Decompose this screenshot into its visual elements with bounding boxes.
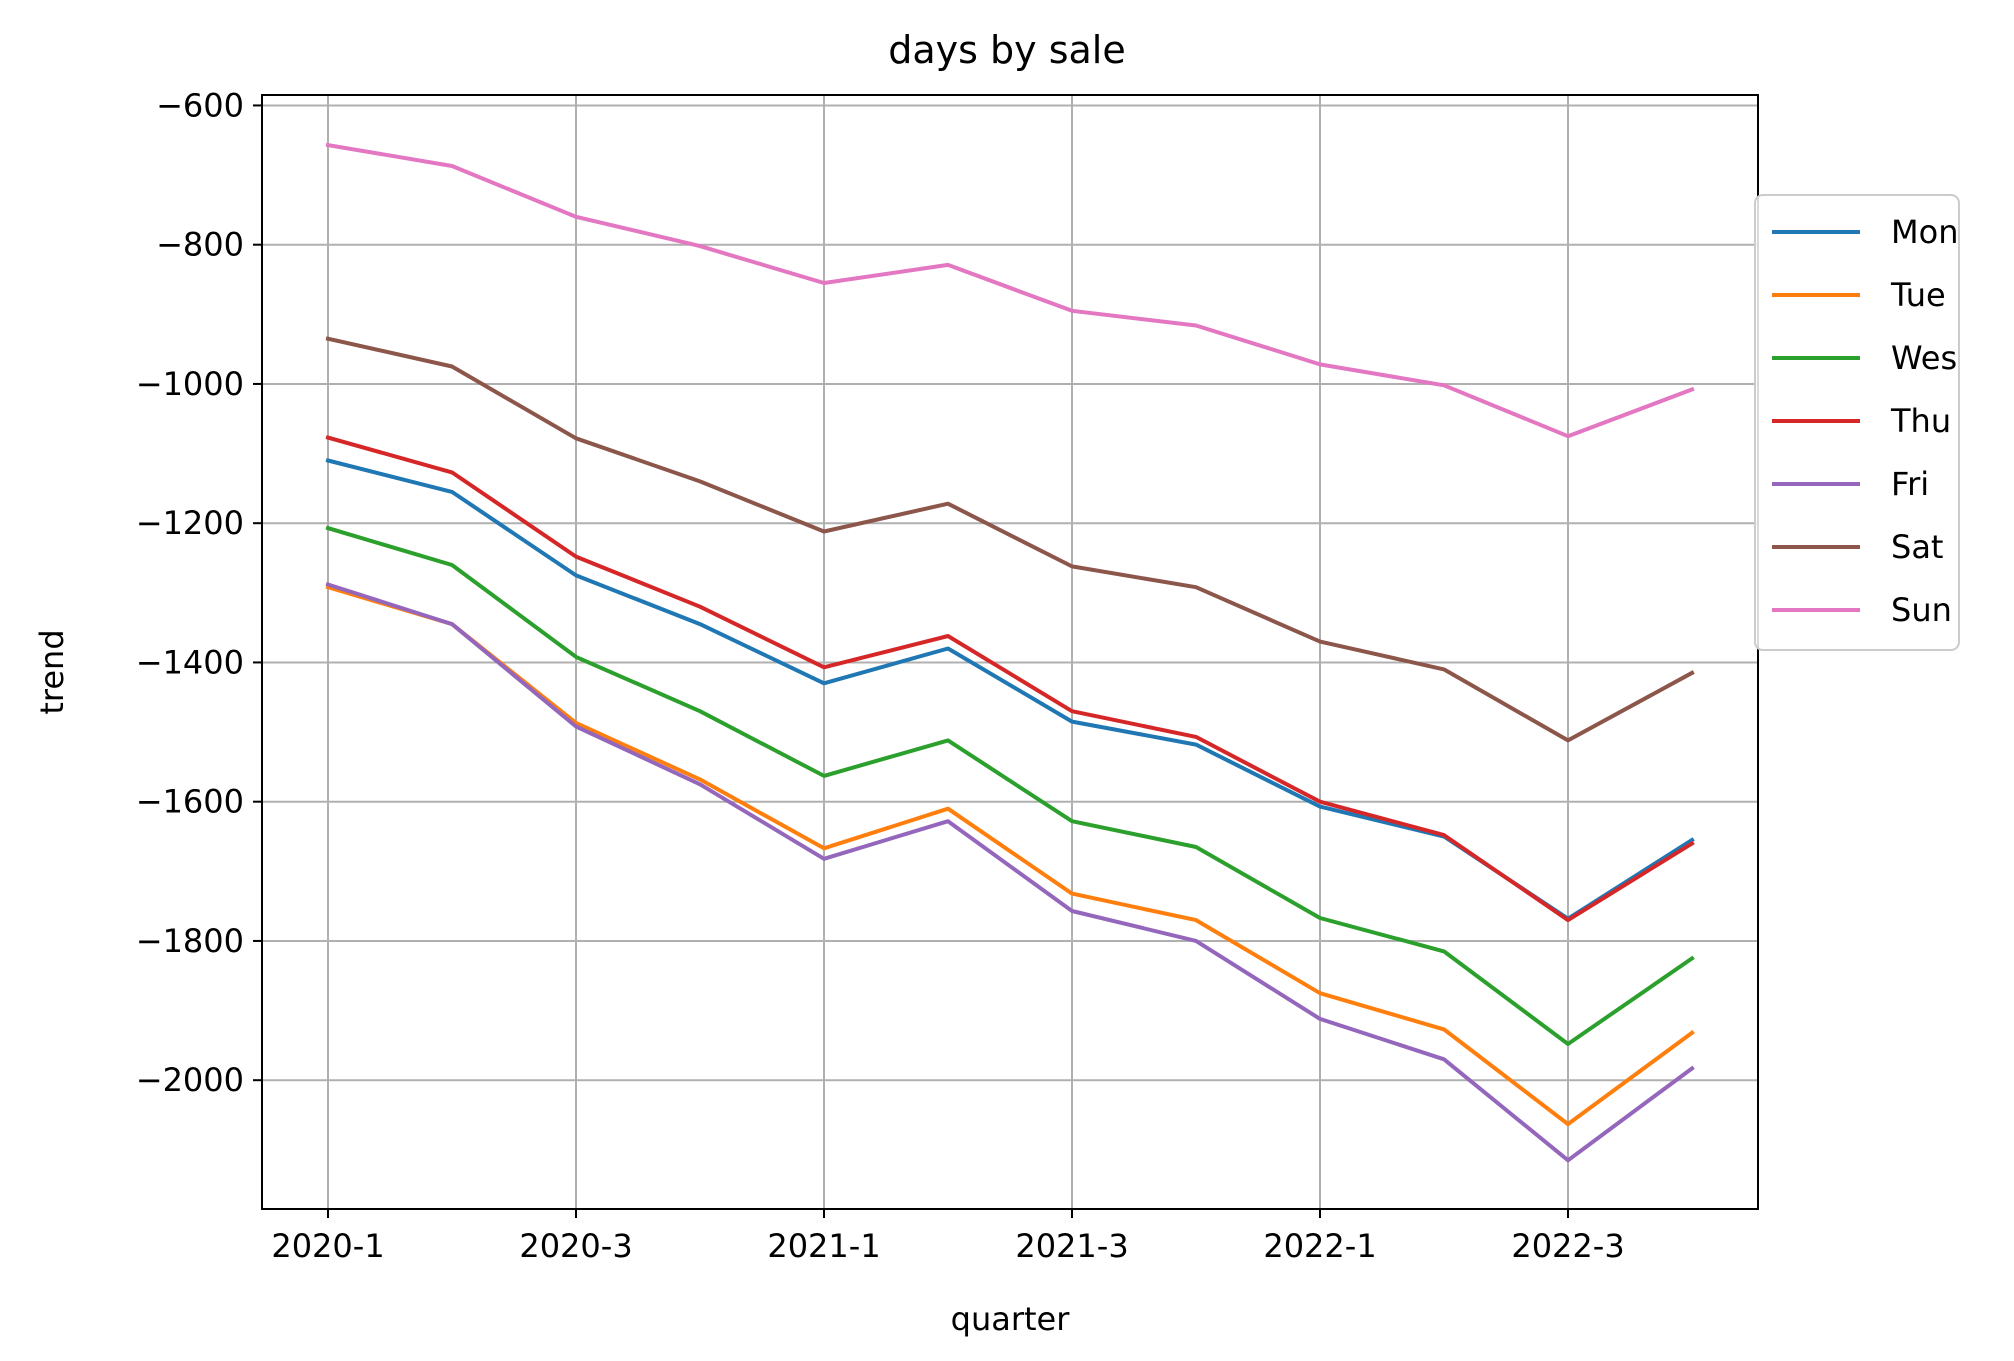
- legend-label-thu: Thu: [1890, 402, 1951, 440]
- y-axis-ticks: −600 −800 −1000 −1200 −1400 −1600 −1800 −2000: [136, 86, 262, 1099]
- legend-label-sun: Sun: [1891, 591, 1952, 629]
- y-tick-label: −600: [156, 86, 244, 124]
- y-tick-label: −1000: [136, 365, 244, 403]
- x-tick-label: 2022-1: [1263, 1227, 1376, 1265]
- y-tick-label: −1200: [136, 504, 244, 542]
- y-axis-label: trend: [33, 629, 71, 714]
- chart-title: days by sale: [888, 28, 1125, 72]
- legend-label-fri: Fri: [1891, 465, 1929, 503]
- x-tick-label: 2020-1: [271, 1227, 384, 1265]
- x-tick-label: 2021-3: [1015, 1227, 1128, 1265]
- y-tick-label: −1400: [136, 643, 244, 681]
- series-lines: [325, 142, 1695, 1163]
- x-tick-label: 2022-3: [1511, 1227, 1624, 1265]
- series-line-wes: [325, 525, 1695, 1046]
- legend: Mon Tue Wes Thu Fri Sat Sun: [1754, 194, 1960, 651]
- legend-label-tue: Tue: [1890, 276, 1946, 314]
- x-tick-label: 2021-1: [767, 1227, 880, 1265]
- x-tick-label: 2020-3: [519, 1227, 632, 1265]
- x-axis-label: quarter: [951, 1300, 1071, 1338]
- series-line-fri: [325, 581, 1695, 1163]
- y-tick-label: −800: [156, 226, 244, 264]
- legend-label-sat: Sat: [1891, 528, 1943, 566]
- y-tick-label: −2000: [136, 1061, 244, 1099]
- series-line-sat: [325, 336, 1695, 743]
- y-tick-label: −1600: [136, 783, 244, 821]
- plot-area-frame: [261, 94, 1759, 1210]
- series-line-thu: [325, 435, 1695, 923]
- series-line-sun: [325, 142, 1695, 439]
- legend-label-mon: Mon: [1891, 213, 1958, 251]
- y-tick-label: −1800: [136, 922, 244, 960]
- legend-label-wes: Wes: [1891, 339, 1957, 377]
- series-line-tue: [325, 584, 1695, 1127]
- x-axis-ticks: 2020-1 2020-3 2021-1 2021-3 2022-1 2022-3: [271, 1209, 1625, 1265]
